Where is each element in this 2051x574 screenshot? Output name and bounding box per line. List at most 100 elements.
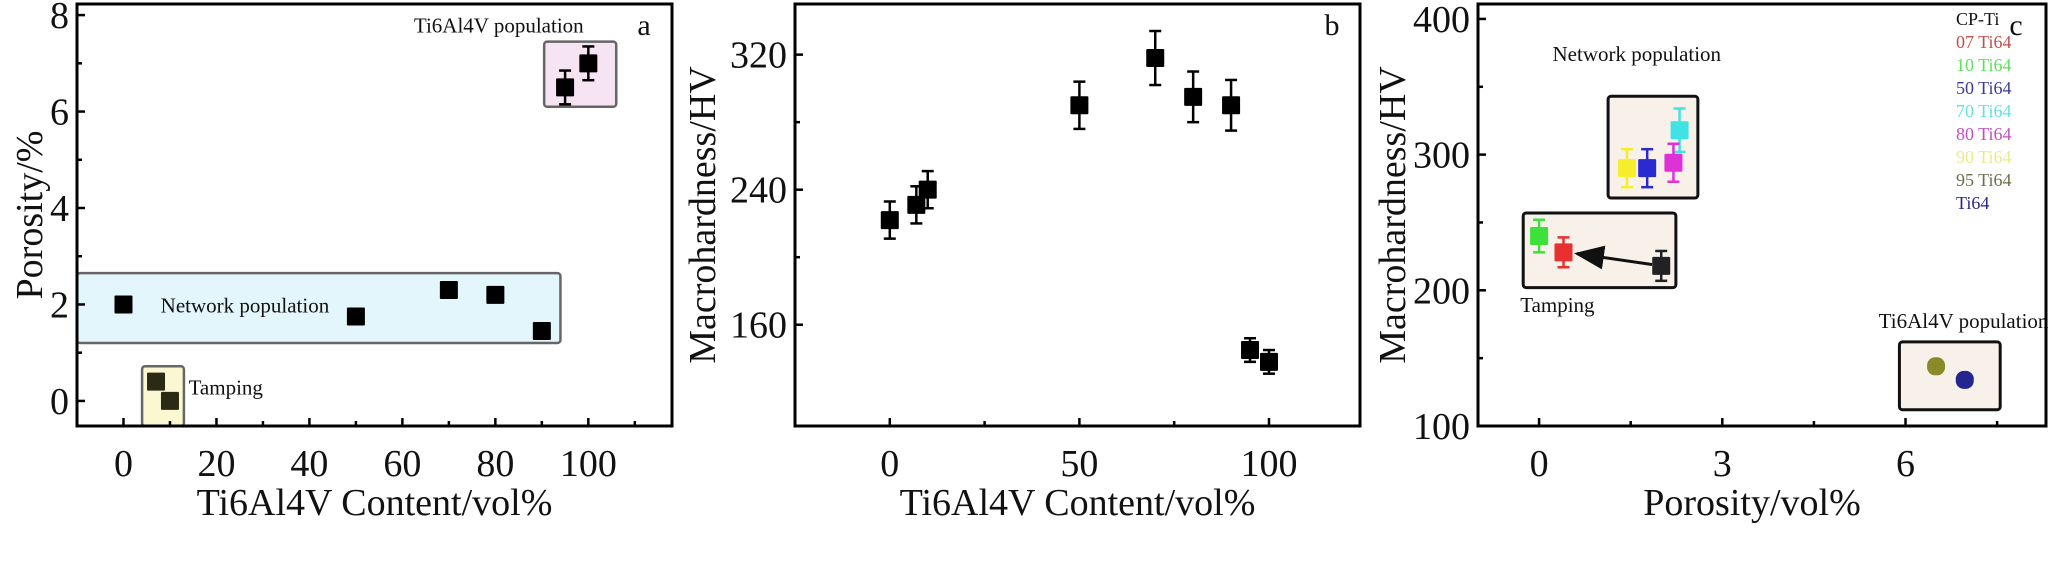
marker [1530,227,1549,246]
data-point [1618,147,1637,189]
marker [1184,87,1203,106]
y-tick-label: 2 [50,284,69,326]
marker [1638,159,1657,178]
x-tick-label: 0 [880,443,899,485]
data-point [556,69,575,106]
region-label: Ti6Al4V population [1879,309,2049,333]
legend-entry: 70 Ti64 [1956,101,2012,121]
marker [1241,341,1260,360]
y-tick-label: 320 [730,35,787,77]
x-tick-label: 60 [383,443,421,485]
marker [1259,352,1278,371]
x-tick-label: 80 [476,443,514,485]
x-tick-label: 50 [1060,443,1098,485]
data-point [1259,348,1278,375]
region-box [542,40,618,108]
region-label: Network population [1553,42,1722,66]
data-point [114,295,133,314]
x-tick-label: 20 [197,443,235,485]
marker [1955,370,1974,389]
y-tick-label: 8 [50,0,69,37]
data-point [346,307,365,326]
marker [486,285,505,304]
data-point [1530,218,1549,254]
panel-b: 0 50 100 160 240 320 Ti6Al4V Content/vol% Macro… [682,2,1362,524]
marker [439,280,458,299]
y-tick-label: 160 [730,305,787,347]
marker [1652,256,1671,275]
data-point [1222,78,1241,132]
marker [918,180,937,199]
panel-a: Network population Tamping Ti6Al4V populat… [9,0,674,524]
x-axis-label: Porosity/vol% [1643,482,1860,524]
data-point [1241,336,1260,364]
marker [1070,96,1089,115]
marker [1618,159,1637,178]
marker [880,211,899,230]
data-point [1652,249,1671,283]
region-box [1521,211,1678,290]
data-point [147,372,166,391]
y-tick-label: 100 [1413,406,1470,448]
x-tick-label: 100 [1240,443,1297,485]
legend-entry: 90 Ti64 [1956,147,2012,167]
y-tick-label: 240 [730,170,787,212]
y-tick-label: 0 [50,381,69,423]
y-tick-label: 6 [50,92,69,134]
legend-entry: Ti64 [1956,193,1989,213]
marker [147,372,166,391]
region-label: Tamping [1520,293,1595,317]
marker [556,78,575,97]
marker [1554,243,1573,262]
data-point [1955,370,1974,389]
data-point [1146,29,1165,87]
data-point [1927,357,1946,376]
data-point [1664,142,1683,184]
data-point [1070,80,1089,131]
marker [346,307,365,326]
x-tick-label: 0 [114,443,133,485]
data-point [918,169,937,210]
region-label: Network population [161,293,330,317]
marker [532,321,551,340]
marker [1670,121,1689,140]
marker [907,195,926,214]
x-tick-label: 6 [1896,443,1915,485]
y-axis-label: Macrohardness/HV [682,66,724,364]
marker [1146,49,1165,68]
plot-frame [75,2,674,428]
plot-frame [793,2,1362,428]
marker [1664,153,1683,172]
data-point [880,200,899,240]
legend-entry: 50 Ti64 [1956,78,2012,98]
data-point [160,391,179,410]
region-label: Tamping [189,375,264,399]
y-tick-label: 200 [1413,270,1470,312]
marker [1222,96,1241,115]
x-tick-label: 40 [290,443,328,485]
legend-entry: 80 Ti64 [1956,124,2012,144]
legend-entry: 10 Ti64 [1956,55,2012,75]
data-point [1638,147,1657,189]
marker [114,295,133,314]
x-tick-label: 0 [1530,443,1549,485]
legend-entry: 95 Ti64 [1956,170,2012,190]
data-point [579,45,598,82]
x-tick-label: 3 [1713,443,1732,485]
data-point [532,321,551,340]
x-axis-label: Ti6Al4V Content/vol% [900,482,1256,524]
data-point [1184,70,1203,124]
panel-c: Network population Tamping Ti6Al4V populat… [1372,0,2049,524]
data-point [439,280,458,299]
y-tick-label: 400 [1413,0,1470,41]
region-box [1606,94,1700,200]
data-point [486,285,505,304]
plot-frame [1476,2,2048,428]
panel-label: c [2009,9,2022,42]
y-tick-label: 4 [50,188,69,230]
y-axis-label: Macrohardness/HV [1372,66,1414,364]
y-axis-label: Porosity/% [9,131,51,300]
legend-entry: CP-Ti [1956,9,1999,29]
x-tick-label: 100 [560,443,617,485]
